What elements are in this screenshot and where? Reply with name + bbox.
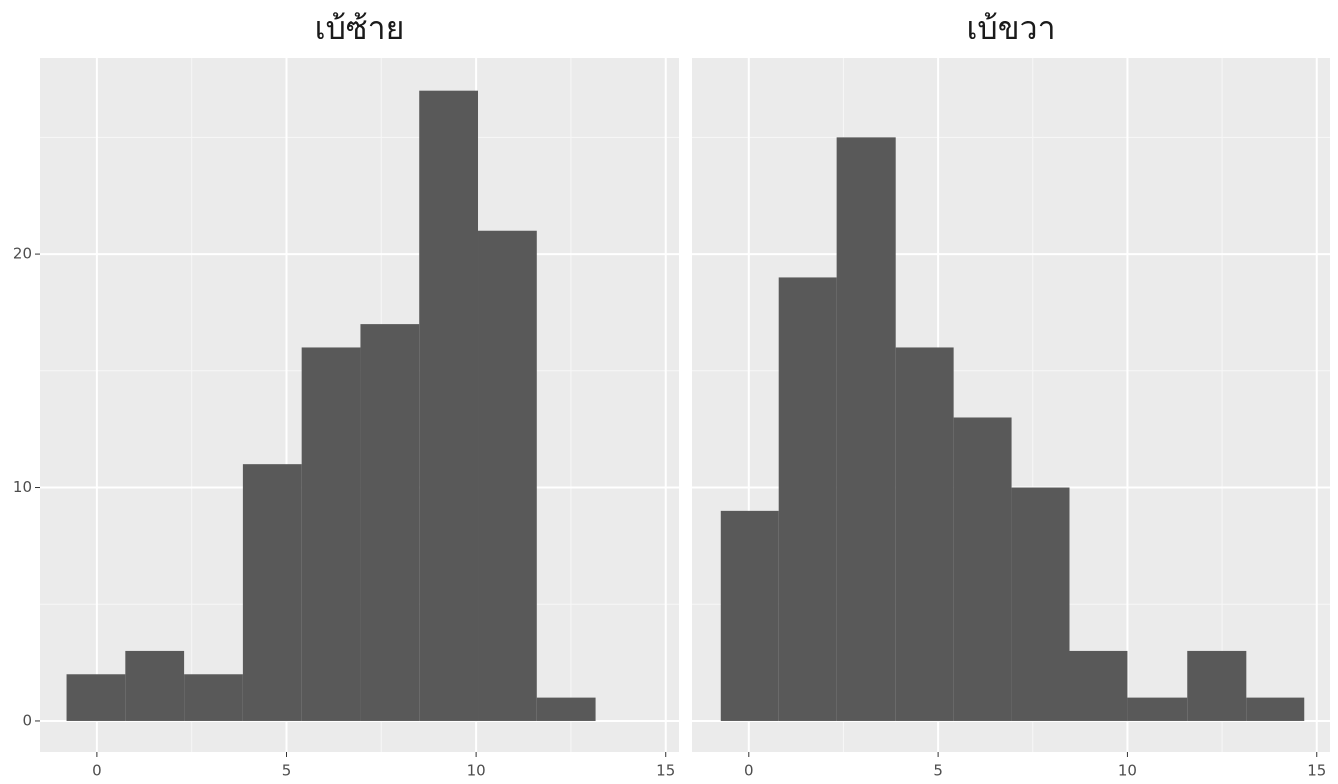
- bar: [419, 90, 479, 721]
- bar: [1011, 487, 1070, 721]
- bar: [184, 674, 243, 721]
- bar: [242, 464, 302, 721]
- y-tick-label: 20: [13, 245, 32, 263]
- x-tick-label: 0: [744, 762, 754, 780]
- bar: [1127, 697, 1188, 721]
- bar: [953, 417, 1012, 721]
- x-tick-label: 15: [656, 762, 675, 780]
- y-tick-label: 0: [22, 711, 32, 729]
- bar: [720, 510, 779, 721]
- x-tick-label: 10: [467, 762, 486, 780]
- panel-title: เบ้ซ้าย: [315, 9, 405, 47]
- bar: [478, 230, 537, 721]
- x-tick-label: 10: [1118, 762, 1137, 780]
- bar: [301, 347, 361, 721]
- y-tick-label: 10: [13, 478, 32, 496]
- bar: [836, 137, 896, 721]
- panel-title: เบ้ขวา: [966, 9, 1055, 47]
- x-tick-label: 15: [1307, 762, 1326, 780]
- bar: [1187, 650, 1247, 721]
- bar: [125, 650, 185, 721]
- x-tick-label: 0: [92, 762, 102, 780]
- bar: [1246, 697, 1305, 721]
- bar: [536, 697, 596, 721]
- bar: [1069, 650, 1128, 721]
- bar: [360, 324, 420, 721]
- bar: [66, 674, 126, 721]
- bar: [778, 277, 837, 721]
- x-tick-label: 5: [933, 762, 943, 780]
- x-tick-label: 5: [282, 762, 292, 780]
- bar: [895, 347, 954, 721]
